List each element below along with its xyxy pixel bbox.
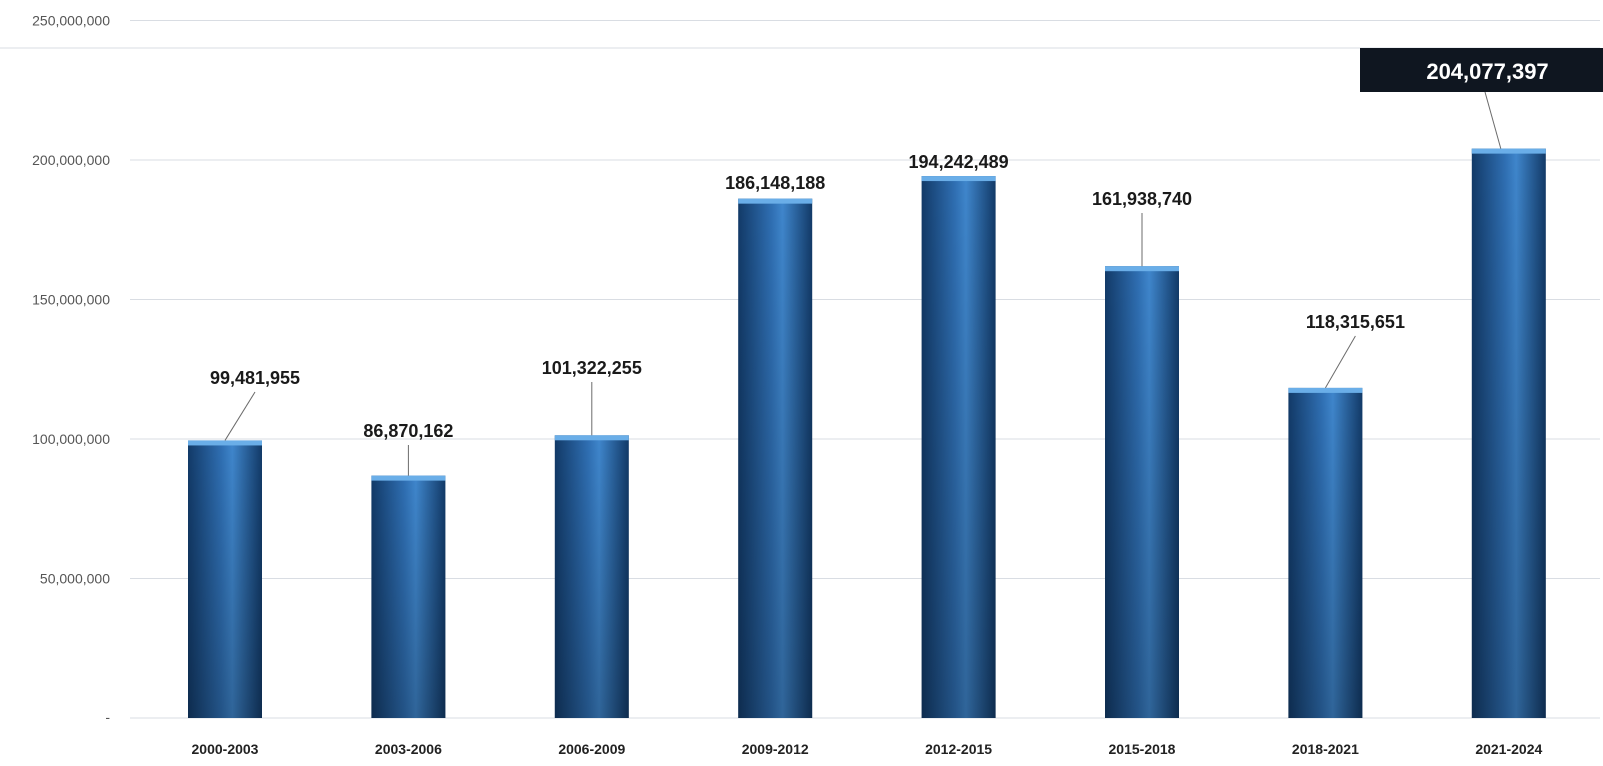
bar-shade bbox=[1471, 148, 1546, 718]
data-label: 86,870,162 bbox=[363, 421, 453, 441]
x-tick-label: 2003-2006 bbox=[375, 741, 442, 757]
bar-cap bbox=[738, 198, 813, 204]
bar-2021-2024 bbox=[1471, 148, 1546, 718]
bar-2018-2021 bbox=[1288, 387, 1363, 718]
bar-shade bbox=[554, 435, 629, 718]
bar-shade bbox=[371, 475, 446, 718]
y-tick-label: 250,000,000 bbox=[32, 13, 110, 29]
x-tick-label: 2006-2009 bbox=[558, 741, 625, 757]
bar-shade bbox=[921, 176, 996, 718]
leader-line bbox=[224, 391, 256, 441]
bars bbox=[188, 148, 1546, 719]
bar-shade bbox=[188, 440, 262, 718]
bar-shade bbox=[1288, 387, 1363, 718]
bar-2015-2018 bbox=[1105, 266, 1179, 718]
bar-cap bbox=[1471, 148, 1546, 154]
data-label: 99,481,955 bbox=[210, 368, 300, 388]
bar-2009-2012 bbox=[738, 198, 813, 719]
bar-2006-2009 bbox=[554, 435, 629, 718]
x-tick-label: 2015-2018 bbox=[1109, 741, 1176, 757]
y-tick-label: 200,000,000 bbox=[32, 152, 110, 168]
y-tick-label: 100,000,000 bbox=[32, 431, 110, 447]
bar-cap bbox=[371, 475, 446, 481]
highlight-label-box bbox=[1360, 48, 1603, 92]
x-tick-label: 2012-2015 bbox=[925, 741, 992, 757]
data-label: 101,322,255 bbox=[542, 358, 642, 378]
bar-cap bbox=[188, 440, 262, 446]
x-axis: 2000-2003 2003-2006 2006-2009 2009-2012 2012… bbox=[192, 741, 1543, 757]
x-tick-label: 2000-2003 bbox=[192, 741, 259, 757]
data-label: 186,148,188 bbox=[725, 173, 825, 193]
x-tick-label: 2009-2012 bbox=[742, 741, 809, 757]
data-label: 118,315,651 bbox=[1306, 312, 1405, 332]
bar-cap bbox=[921, 176, 996, 182]
bar-cap bbox=[554, 435, 629, 441]
y-axis: 50,000,000 100,000,000 150,000,000 200,000,… bbox=[32, 13, 110, 726]
y-tick-label: 50,000,000 bbox=[40, 571, 110, 587]
bar-2000-2003 bbox=[188, 440, 262, 718]
bar-2003-2006 bbox=[371, 475, 446, 718]
bar-shade bbox=[1105, 266, 1179, 718]
leader-line bbox=[1324, 335, 1356, 389]
data-labels: 99,481,955 86,870,162 101,322,255 186,148,1… bbox=[210, 48, 1603, 476]
leader-line bbox=[1484, 91, 1502, 149]
y-tick-label: 150,000,000 bbox=[32, 292, 110, 308]
bar-2012-2015 bbox=[921, 176, 996, 718]
data-label: 194,242,489 bbox=[909, 152, 1009, 172]
x-tick-label: 2021-2024 bbox=[1475, 741, 1542, 757]
bar-shade bbox=[738, 198, 813, 719]
data-label: 161,938,740 bbox=[1092, 189, 1192, 209]
data-label: 204,077,397 bbox=[1426, 59, 1548, 84]
y-zero-mark: - bbox=[105, 709, 110, 725]
x-tick-label: 2018-2021 bbox=[1292, 741, 1359, 757]
bar-cap bbox=[1288, 387, 1363, 393]
bar-cap bbox=[1105, 266, 1179, 272]
